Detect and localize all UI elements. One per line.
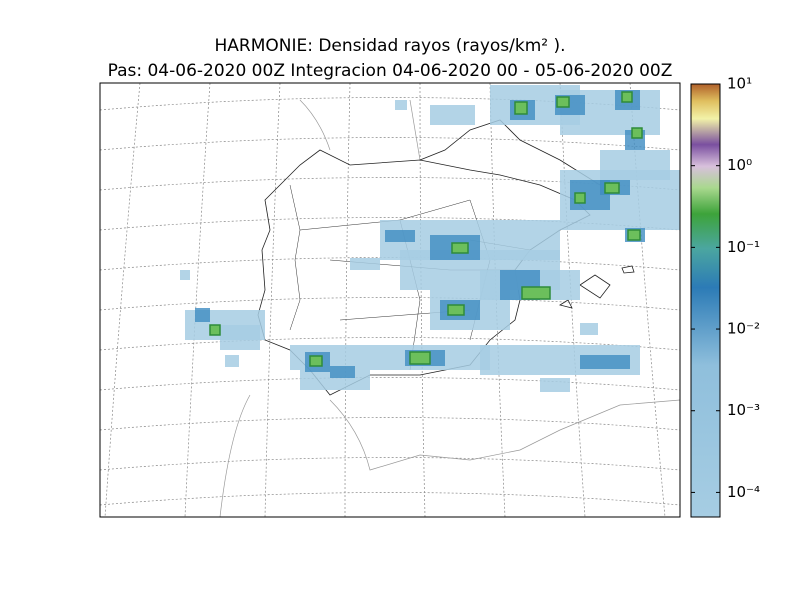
colorbar [690, 83, 721, 518]
colorbar-tick-label: 10⁰ [727, 156, 752, 174]
colorbar-tick-label: 10⁻³ [727, 401, 760, 419]
lightning-high [209, 91, 643, 367]
map [100, 83, 680, 517]
colorbar-tick-label: 10⁻² [727, 320, 760, 338]
subtitle: Pas: 04-06-2020 00Z Integracion 04-06-20… [108, 61, 673, 81]
map-frame [99, 82, 681, 518]
title: HARMONIE: Densidad rayos (rayos/km² ). [214, 36, 565, 56]
graticule [100, 83, 680, 517]
colorbar-tick-label: 10⁻¹ [727, 238, 760, 256]
colorbar-tick-label: 10¹ [727, 75, 752, 93]
colorbar-tick-label: 10⁻⁴ [727, 483, 760, 501]
